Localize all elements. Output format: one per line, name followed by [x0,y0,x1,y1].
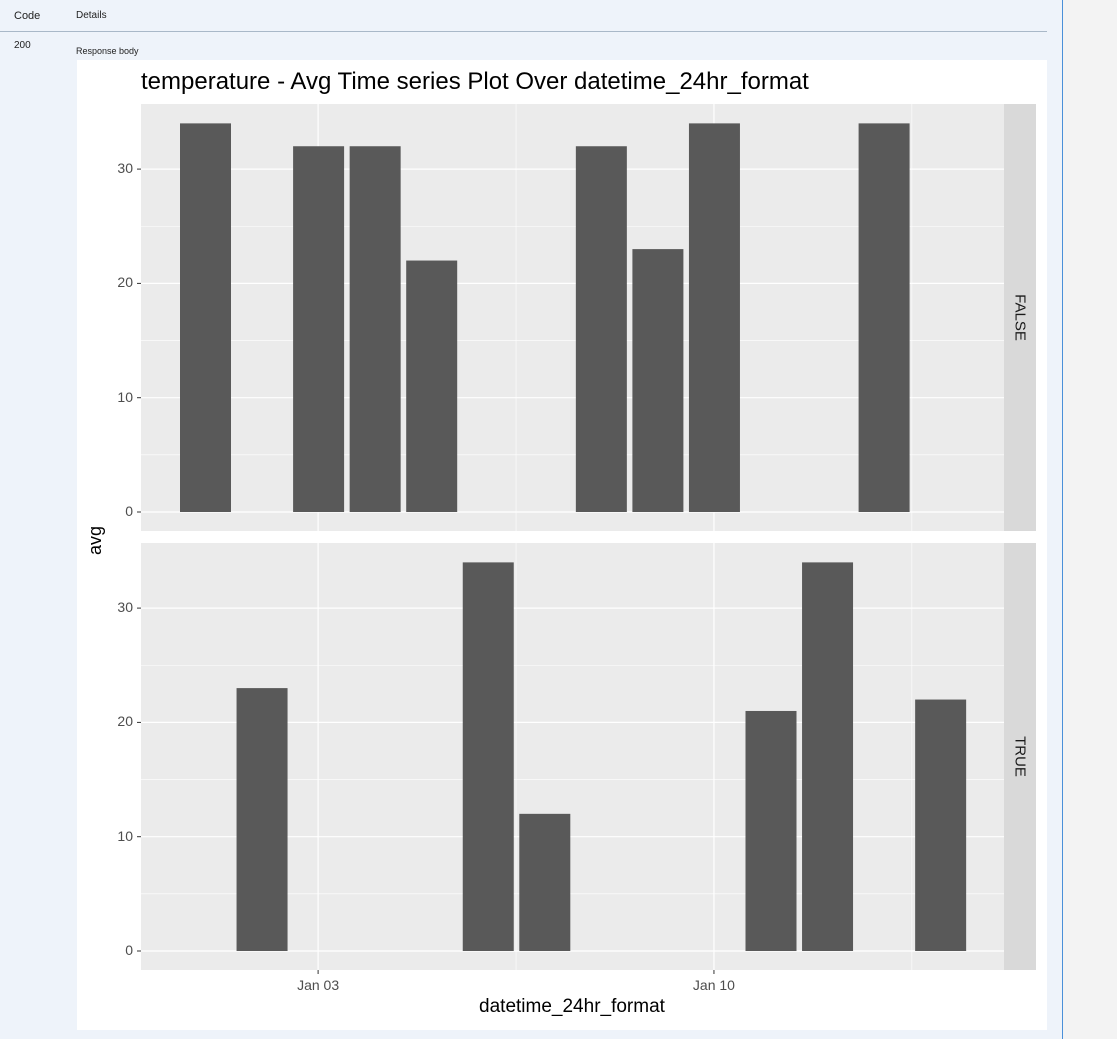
y-axis-title: avg [85,525,106,556]
bar [349,146,401,512]
right-gutter [1063,0,1117,1039]
y-tick-label: 20 [117,274,133,291]
bar [236,688,288,951]
column-header-details: Details [76,10,107,21]
bar [802,562,854,951]
response-body-label: Response body [76,46,139,56]
bar [688,123,740,512]
bar [519,813,571,951]
y-tick-label: 30 [117,160,133,177]
facet-strip [1004,543,1036,970]
bar [293,146,345,512]
y-tick-label: 10 [117,388,133,405]
bar [180,123,231,512]
api-response-panel: Code Details 200 Response body temperatu… [0,0,1063,1039]
chart-title: temperature - Avg Time series Plot Over … [141,68,809,95]
y-tick-label: 10 [117,827,133,844]
column-header-code: Code [14,10,41,22]
y-tick-label: 0 [125,503,133,519]
bar [745,710,797,951]
bar [462,562,514,951]
bar [575,146,627,512]
bar [915,699,967,951]
y-tick-label: 0 [125,942,133,958]
x-tick-label: Jan 10 [692,977,735,993]
bar [858,123,910,512]
bar [406,260,458,512]
facet-strip [1004,104,1036,531]
x-tick-label: Jan 03 [297,977,340,993]
y-tick-label: 30 [117,599,133,616]
bar [632,249,684,513]
y-tick-label: 20 [117,713,133,730]
x-axis-title: datetime_24hr_format [479,996,665,1017]
facet-strip-label: FALSE [1011,293,1029,341]
chart-canvas [137,104,1036,974]
response-status-code: 200 [14,40,31,51]
response-plot-image: temperature - Avg Time series Plot Over … [77,60,1047,1030]
facet-strip-label: TRUE [1011,735,1029,777]
header-divider [0,31,1047,32]
